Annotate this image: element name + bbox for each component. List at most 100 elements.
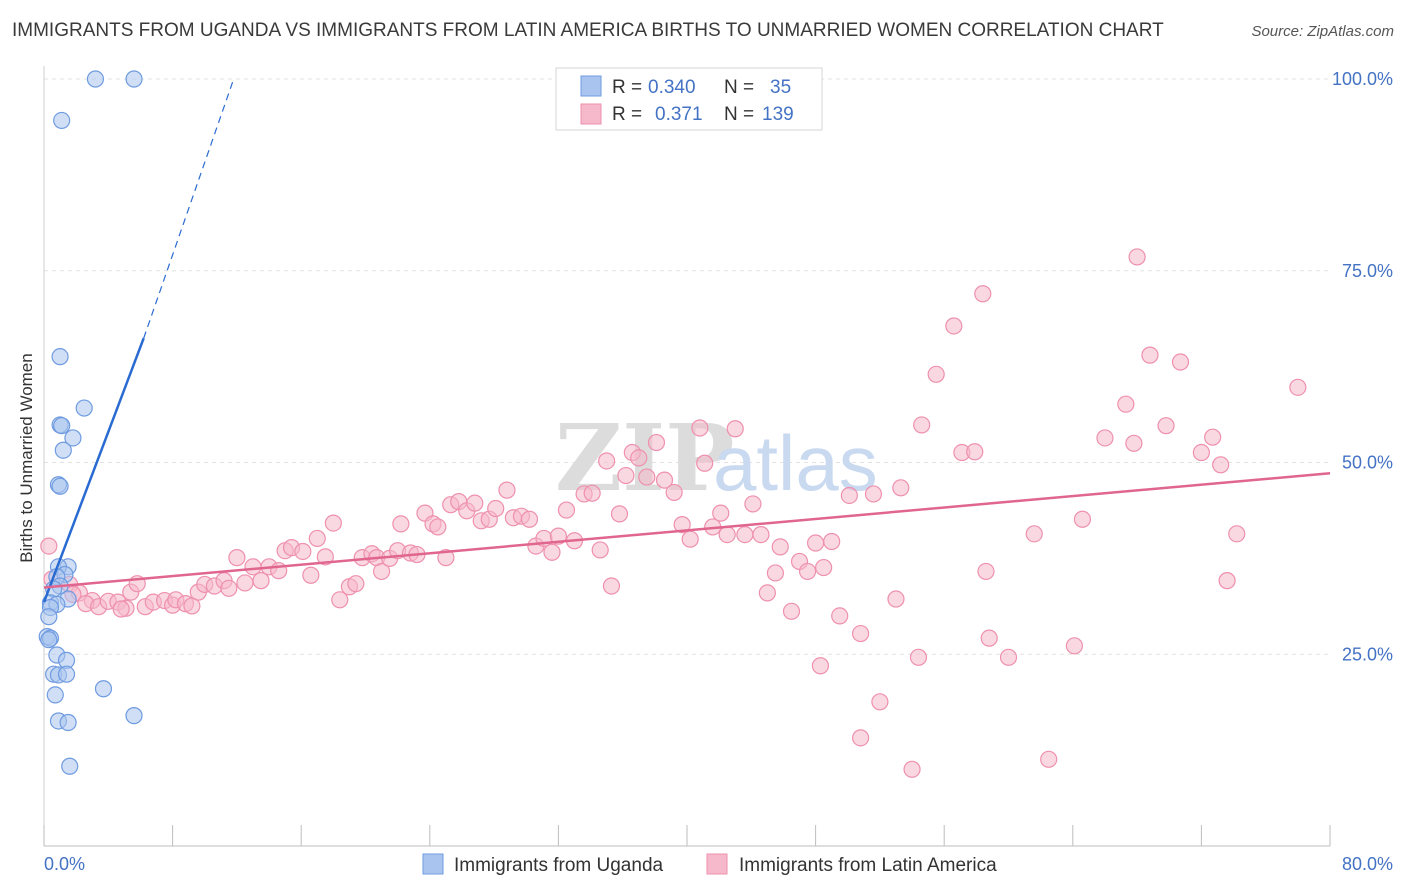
latin-point-54 [437, 549, 455, 567]
latin-point-108 [852, 624, 870, 643]
legend-r-label-2: R = [612, 104, 642, 125]
latin-point-48 [392, 515, 410, 533]
latin-point-117 [927, 365, 945, 383]
uganda-point-21 [40, 608, 58, 626]
trend-lines [42, 78, 1331, 603]
latin-point-134 [1157, 417, 1175, 435]
latin-point-88 [696, 454, 714, 472]
source-label: Source: ZipAtlas.com [1251, 23, 1394, 40]
latin-point-82 [647, 433, 666, 452]
latin-point-91 [718, 525, 736, 544]
latin-point-130 [1117, 395, 1135, 413]
y-tick-label-1: 50.0% [1342, 453, 1393, 473]
latin-point-103 [815, 558, 833, 577]
latin-point-118 [945, 317, 963, 335]
latin-point-41 [347, 575, 365, 593]
latin-point-94 [744, 495, 762, 513]
series-label-latin: Immigrants from Latin America [739, 855, 997, 876]
latin-point-125 [1025, 525, 1043, 543]
uganda-point-34 [59, 713, 77, 732]
latin-point-110 [864, 485, 883, 503]
latin-point-81 [638, 468, 656, 486]
axes [43, 66, 1331, 847]
y-tick-label-0: 25.0% [1342, 644, 1393, 664]
uganda-point-30 [94, 680, 113, 698]
latin-point-96 [758, 584, 776, 602]
latin-trend-line [43, 471, 1331, 589]
latin-point-121 [974, 285, 992, 303]
latin-point-131 [1125, 434, 1143, 452]
latin-point-0 [40, 537, 58, 555]
latin-point-90 [712, 504, 730, 522]
latin-point-99 [782, 602, 801, 620]
y-tick-label-2: 75.0% [1342, 261, 1393, 281]
latin-point-129 [1096, 429, 1114, 447]
latin-point-105 [811, 657, 830, 675]
latin-point-77 [610, 505, 629, 523]
latin-point-80 [630, 449, 648, 467]
latin-point-102 [806, 534, 825, 552]
latin-point-20 [183, 597, 201, 615]
latin-point-93 [736, 525, 754, 544]
latin-point-139 [1218, 572, 1236, 590]
legend-n-value-1: 35 [770, 77, 791, 98]
latin-point-75 [598, 452, 616, 470]
latin-point-115 [909, 648, 928, 666]
uganda-trend-line [42, 337, 145, 603]
uganda-point-7 [64, 429, 82, 447]
latin-point-141 [1289, 378, 1307, 396]
latin-point-29 [252, 572, 270, 590]
legend-n-label-2: N = [724, 104, 754, 125]
latin-point-27 [236, 574, 254, 592]
latin-point-68 [543, 543, 561, 561]
latin-point-126 [1040, 750, 1058, 768]
uganda-point-35 [61, 757, 79, 775]
latin-point-69 [549, 527, 568, 545]
y-tick-labels: 25.0% 50.0% 75.0% 100.0% [1332, 69, 1393, 664]
uganda-trend-extension [143, 78, 235, 339]
latin-point-113 [892, 479, 910, 497]
latin-point-138 [1212, 456, 1230, 474]
latin-america-points [40, 248, 1307, 778]
latin-point-123 [980, 629, 998, 647]
latin-point-36 [308, 529, 326, 548]
latin-point-26 [228, 549, 246, 567]
latin-point-112 [887, 590, 905, 608]
legend-swatch-uganda [580, 75, 602, 97]
latin-point-53 [429, 518, 447, 536]
latin-point-136 [1192, 443, 1211, 462]
latin-point-140 [1228, 525, 1246, 543]
uganda-point-10 [51, 477, 69, 495]
latin-point-101 [798, 562, 817, 581]
x-tick-label-min: 0.0% [44, 854, 85, 874]
latin-point-11 [112, 600, 130, 618]
latin-point-84 [665, 483, 683, 502]
latin-point-86 [681, 530, 699, 548]
latin-point-104 [823, 532, 841, 551]
uganda-point-4 [75, 399, 93, 417]
latin-point-128 [1073, 510, 1092, 528]
latin-point-132 [1128, 248, 1146, 266]
latin-point-98 [771, 538, 789, 556]
latin-point-78 [617, 466, 635, 485]
latin-point-111 [871, 693, 889, 711]
latin-point-61 [487, 499, 505, 518]
legend-r-value-2: 0.371 [655, 104, 703, 125]
latin-point-62 [498, 481, 516, 499]
latin-point-58 [466, 494, 484, 512]
uganda-point-31 [46, 686, 64, 704]
legend-r-value-1: 0.340 [648, 77, 696, 98]
latin-point-37 [316, 548, 334, 566]
latin-point-135 [1171, 353, 1190, 371]
uganda-point-24 [40, 631, 58, 649]
latin-point-39 [331, 591, 349, 609]
latin-point-124 [999, 648, 1018, 666]
latin-point-87 [691, 419, 709, 437]
uganda-point-1 [125, 70, 143, 88]
latin-point-133 [1141, 346, 1159, 364]
legend-swatch-latin [580, 103, 602, 125]
uganda-point-8 [54, 441, 72, 459]
latin-point-106 [831, 607, 849, 625]
uganda-point-2 [53, 111, 71, 130]
